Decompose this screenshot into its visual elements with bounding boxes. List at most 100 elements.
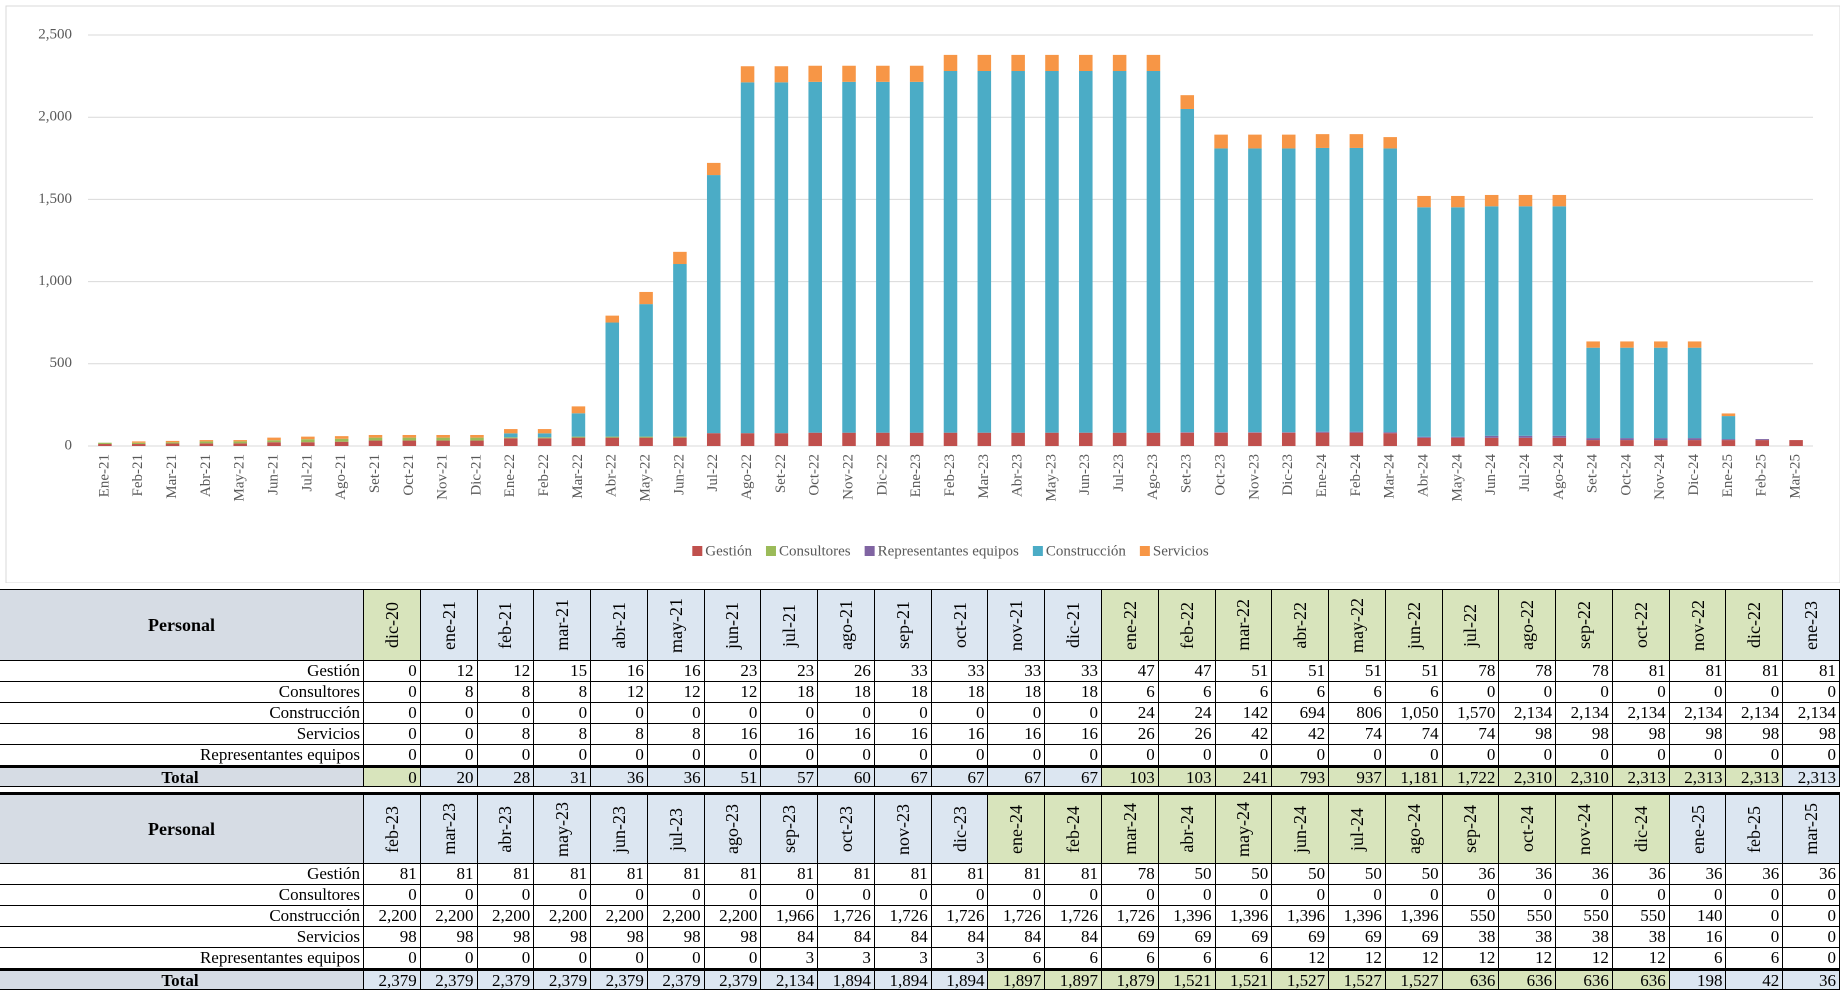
bar-segment: [470, 438, 484, 441]
column-header: jun-21: [722, 602, 742, 649]
legend-label: Construcción: [1046, 543, 1126, 559]
cell: 1,894: [875, 969, 932, 990]
bar-segment: [910, 82, 924, 433]
bar-segment: [639, 437, 653, 438]
cell: 98: [1726, 724, 1783, 745]
cell: 793: [1272, 766, 1329, 787]
bar-segment: [166, 441, 180, 442]
bar-segment: [98, 443, 112, 444]
cell: 0: [1783, 682, 1840, 703]
bar-segment: [1519, 438, 1533, 446]
bar-segment: [504, 433, 518, 437]
column-header: ene-23: [1801, 601, 1821, 650]
bar-segment: [470, 441, 484, 446]
cell: dic-20: [364, 590, 421, 661]
cell: 67: [988, 766, 1045, 787]
cell: 1,966: [761, 906, 818, 927]
cell: Consultores: [0, 682, 364, 703]
bar-segment: [673, 437, 687, 438]
bar-segment: [233, 443, 247, 446]
cell: feb-23: [364, 795, 421, 864]
cell: 16: [591, 661, 648, 682]
column-header: may-24: [1233, 802, 1253, 857]
cell: 1,879: [1102, 969, 1159, 990]
x-tick-label: Ene-24: [1314, 454, 1330, 498]
cell: 0: [1726, 885, 1783, 906]
cell: 57: [761, 766, 818, 787]
cell: 51: [705, 766, 762, 787]
cell: ago-22: [1499, 590, 1556, 661]
column-header: abr-23: [495, 806, 515, 853]
cell: 0: [1556, 745, 1613, 766]
cell: feb-21: [478, 590, 535, 661]
bar-segment: [1620, 348, 1634, 438]
cell: 2,313: [1783, 766, 1840, 787]
cell: Construcción: [0, 703, 364, 724]
cell: 18: [1045, 682, 1102, 703]
cell: 1,726: [875, 906, 932, 927]
bar-segment: [301, 437, 315, 440]
cell: Representantes equipos: [0, 948, 364, 969]
cell: 1,897: [1045, 969, 1102, 990]
column-header: mar-23: [439, 803, 459, 855]
bar-segment: [1383, 432, 1397, 433]
bar-segment: [1688, 341, 1702, 347]
cell: 81: [421, 864, 478, 885]
cell: 1,521: [1216, 969, 1273, 990]
column-header: mar-24: [1120, 803, 1140, 855]
cell: 8: [478, 724, 535, 745]
cell: 0: [1783, 948, 1840, 969]
bar-segment: [808, 433, 822, 446]
bar-segment: [403, 435, 417, 438]
cell: 36: [648, 766, 705, 787]
cell: sep-23: [761, 795, 818, 864]
cell: 2,134: [1726, 703, 1783, 724]
x-tick-label: Abr-23: [1010, 454, 1026, 497]
cell: 0: [648, 745, 705, 766]
cell: may-24: [1216, 795, 1273, 864]
cell: 98: [421, 927, 478, 948]
bar-segment: [572, 406, 586, 413]
cell: 98: [478, 927, 535, 948]
cell: 0: [364, 885, 421, 906]
cell: 636: [1613, 969, 1670, 990]
bar-segment: [673, 252, 687, 264]
cell: 0: [1556, 682, 1613, 703]
cell: 12: [1329, 948, 1386, 969]
cell: 42: [1726, 969, 1783, 990]
cell: may-23: [534, 795, 591, 864]
cell: ene-21: [421, 590, 478, 661]
bar-segment: [1316, 148, 1330, 432]
cell: 0: [1670, 885, 1727, 906]
cell: 81: [932, 864, 989, 885]
cell: ene-25: [1670, 795, 1727, 864]
x-tick-label: Ene-23: [908, 454, 924, 497]
cell: 241: [1216, 766, 1273, 787]
bar-segment: [132, 443, 146, 444]
cell: 0: [648, 885, 705, 906]
cell: 2,379: [478, 969, 535, 990]
cell: 2,200: [421, 906, 478, 927]
column-header: jun-24: [1290, 806, 1310, 853]
cell: 6: [1216, 682, 1273, 703]
y-tick-label: 2,000: [38, 109, 72, 125]
cell: 50: [1216, 864, 1273, 885]
bar-segment: [504, 437, 518, 438]
cell: 98: [648, 927, 705, 948]
cell: 0: [591, 885, 648, 906]
cell: 1,897: [988, 969, 1045, 990]
x-tick-label: Jun-23: [1077, 454, 1093, 495]
cell: 16: [875, 724, 932, 745]
bar-segment: [1586, 348, 1600, 438]
cell: 6: [1216, 948, 1273, 969]
cell: 0: [478, 745, 535, 766]
cell: 1,894: [932, 969, 989, 990]
cell: 36: [591, 766, 648, 787]
cell: 0: [1216, 745, 1273, 766]
x-tick-label: Feb-23: [942, 454, 958, 497]
cell: 51: [1329, 661, 1386, 682]
column-header: oct-22: [1631, 602, 1651, 648]
cell: 2,200: [364, 906, 421, 927]
bar-segment: [1654, 348, 1668, 438]
